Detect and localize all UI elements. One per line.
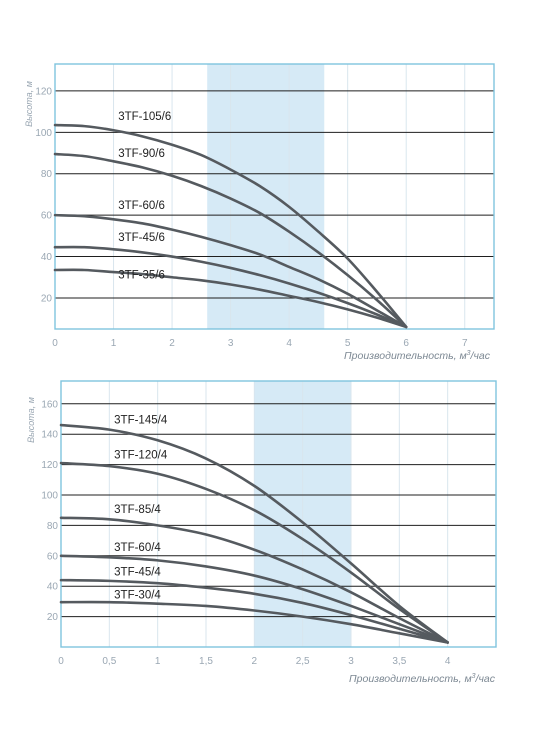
y-tick-label: 60	[41, 211, 53, 222]
series-line-3tf-35-6	[53, 268, 408, 329]
series-line-3tf-45-6	[53, 245, 408, 329]
y-tick-label: 20	[41, 293, 53, 304]
y-tick-label: 120	[41, 460, 58, 471]
series-label: 3TF-120/4	[114, 450, 168, 462]
y-tick-label: 120	[35, 86, 52, 97]
x-tick-label: 3,5	[392, 656, 406, 667]
series-label: 3TF-45/6	[118, 232, 165, 244]
x-tick-label: 5	[345, 338, 351, 349]
y-tick-label: 100	[41, 491, 58, 502]
series-line-3tf-85-4	[59, 516, 449, 644]
x-tick-label: 0	[58, 656, 64, 667]
series-line-3tf-105-6	[53, 123, 408, 329]
series-label: 3TF-35/6	[118, 269, 165, 281]
series-line-3tf-145-4	[59, 423, 449, 644]
x-tick-label: 0,5	[102, 656, 116, 667]
x-tick-label: 6	[403, 338, 409, 349]
chart-2: 20 40 60 80 100 120 140 160 0 0,5 1 1,5 2 2,5 3 3,5 4 3TF…	[26, 380, 497, 685]
x-tick-label: 1,5	[199, 656, 213, 667]
y-tick-label: 60	[47, 551, 59, 562]
x-axis-label-sup: 3	[467, 350, 471, 357]
y-axis-label: Высота, м	[26, 397, 36, 443]
x-tick-label: 0	[52, 338, 58, 349]
series-label: 3TF-145/4	[114, 415, 168, 427]
x-tick-label: 3	[228, 338, 234, 349]
x-tick-label: 2	[169, 338, 175, 349]
series-label: 3TF-105/6	[118, 111, 171, 123]
series-line-3tf-90-6	[53, 152, 408, 329]
x-axis-label-main: Производительность, м	[344, 350, 467, 362]
x-tick-label: 2,5	[296, 656, 310, 667]
x-axis-label-suffix: /час	[470, 350, 491, 362]
series-line-3tf-60-6	[53, 213, 408, 329]
x-tick-label: 7	[462, 338, 468, 349]
plot-frame	[60, 380, 497, 648]
series-line-3tf-60-4	[59, 554, 449, 644]
y-tick-label: 40	[47, 582, 59, 593]
x-tick-label: 1	[111, 338, 117, 349]
chart-1: 20 40 60 80 100 120 0 1 2 3 4 5 6 7 3TF-105/6 3TF-90/6 3…	[24, 63, 495, 362]
series-label: 3TF-85/4	[114, 504, 161, 516]
series-label: 3TF-60/4	[114, 542, 161, 554]
x-axis-label: Производительность, м3/час	[349, 673, 496, 685]
series-label: 3TF-45/4	[114, 567, 161, 579]
y-tick-label: 100	[35, 128, 52, 139]
series-line-3tf-45-4	[59, 578, 449, 644]
series-label: 3TF-90/6	[118, 148, 165, 160]
y-tick-label: 80	[41, 169, 53, 180]
x-axis-label-suffix: /час	[475, 673, 496, 685]
series-label: 3TF-60/6	[118, 200, 165, 212]
x-tick-label: 2	[252, 656, 258, 667]
y-tick-label: 40	[41, 252, 53, 263]
x-tick-label: 3	[348, 656, 354, 667]
plot-frame	[54, 63, 495, 330]
x-axis-label-sup: 3	[472, 673, 476, 680]
y-tick-label: 20	[47, 612, 59, 623]
y-tick-label: 80	[47, 521, 59, 532]
x-tick-label: 1	[155, 656, 161, 667]
y-axis-label: Высота, м	[24, 81, 34, 127]
x-tick-label: 4	[445, 656, 451, 667]
x-axis-label: Производительность, м3/час	[344, 350, 491, 362]
x-axis-label-main: Производительность, м	[349, 673, 472, 685]
x-tick-label: 4	[286, 338, 292, 349]
series-label: 3TF-30/4	[114, 589, 161, 601]
y-tick-label: 160	[41, 399, 58, 410]
series-line-3tf-120-4	[59, 461, 449, 644]
series-line-3tf-30-4	[59, 600, 449, 644]
y-tick-label: 140	[41, 430, 58, 441]
